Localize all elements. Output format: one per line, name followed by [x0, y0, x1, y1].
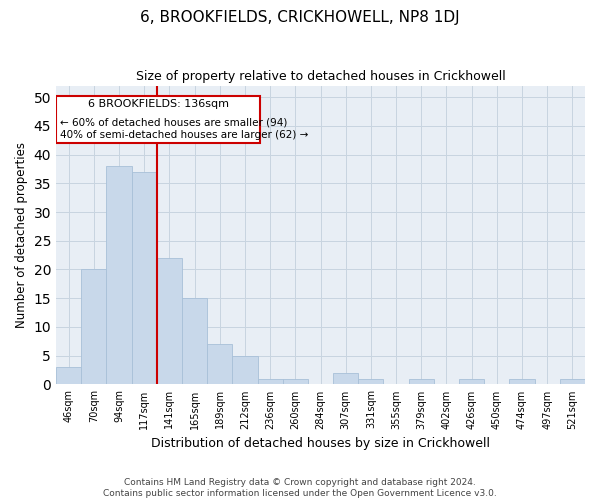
Bar: [333, 373, 358, 384]
Bar: [207, 344, 232, 385]
X-axis label: Distribution of detached houses by size in Crickhowell: Distribution of detached houses by size …: [151, 437, 490, 450]
Bar: [509, 378, 535, 384]
Bar: [232, 356, 257, 384]
Text: 6, BROOKFIELDS, CRICKHOWELL, NP8 1DJ: 6, BROOKFIELDS, CRICKHOWELL, NP8 1DJ: [140, 10, 460, 25]
Bar: [358, 378, 383, 384]
Bar: [182, 298, 207, 384]
Bar: [56, 367, 81, 384]
Title: Size of property relative to detached houses in Crickhowell: Size of property relative to detached ho…: [136, 70, 505, 83]
Bar: [106, 166, 131, 384]
Text: ← 60% of detached houses are smaller (94): ← 60% of detached houses are smaller (94…: [60, 117, 287, 127]
Y-axis label: Number of detached properties: Number of detached properties: [15, 142, 28, 328]
Bar: [257, 378, 283, 384]
Text: 6 BROOKFIELDS: 136sqm: 6 BROOKFIELDS: 136sqm: [88, 99, 229, 109]
Bar: [409, 378, 434, 384]
Bar: [157, 258, 182, 384]
Bar: [459, 378, 484, 384]
Bar: [56, 96, 260, 143]
Bar: [81, 270, 106, 384]
Bar: [283, 378, 308, 384]
Text: Contains HM Land Registry data © Crown copyright and database right 2024.
Contai: Contains HM Land Registry data © Crown c…: [103, 478, 497, 498]
Bar: [560, 378, 585, 384]
Bar: [131, 172, 157, 384]
Text: 40% of semi-detached houses are larger (62) →: 40% of semi-detached houses are larger (…: [60, 130, 308, 140]
